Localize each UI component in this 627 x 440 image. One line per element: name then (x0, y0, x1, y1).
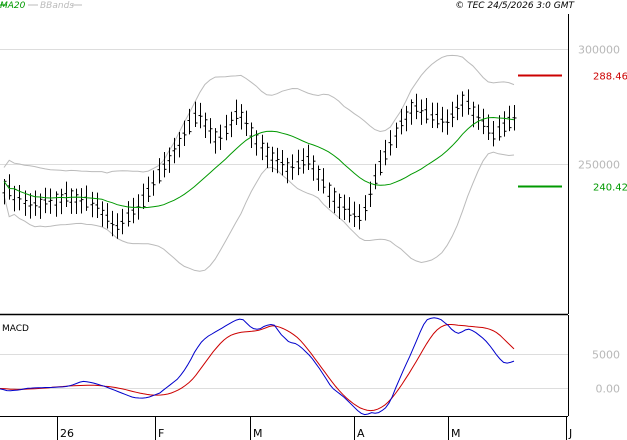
price-tick-label: 250000 (578, 159, 620, 172)
ohlc-bars (2, 89, 517, 239)
price-axis-ticks: 300000 250000 (578, 44, 620, 172)
macd-axis-ticks: 5000 0.00 (592, 349, 620, 396)
x-tick-label: 26 (60, 427, 74, 440)
support-level-label: 240.42 (593, 183, 627, 194)
x-tick-label: F (158, 427, 164, 440)
copyright-label: © TEC 24/5/2026 3:0 GMT (455, 1, 575, 11)
macd-grid (0, 354, 568, 389)
bollinger-bands (3, 54, 515, 272)
price-grid (0, 49, 568, 165)
ma20-legend-label: MA20 (0, 1, 26, 11)
ma20-line (3, 116, 515, 209)
x-tick-label: M (253, 427, 263, 440)
macd-line (0, 317, 515, 416)
macd-tick-label: 5000 (592, 349, 620, 362)
x-tick-label: J (568, 427, 572, 440)
x-tick-label: M (451, 427, 461, 440)
x-tick-label: A (357, 427, 365, 440)
resistance-level-label: 288.46 (593, 72, 627, 83)
legend: MA20 BBands (0, 1, 82, 11)
macd-panel-label: MACD (2, 324, 29, 334)
macd-signal-line (0, 324, 515, 412)
bbands-upper-line (3, 54, 515, 174)
price-levels: 288.46 240.42 (518, 72, 627, 194)
x-axis-ticks: 26 F M A M J (57, 416, 572, 440)
macd-tick-label: 0.00 (596, 383, 621, 396)
bbands-legend-label: BBands (40, 1, 74, 11)
price-tick-label: 300000 (578, 44, 620, 57)
macd-lines (0, 317, 515, 416)
moving-average (3, 116, 515, 209)
bbands-lower-line (3, 151, 515, 272)
